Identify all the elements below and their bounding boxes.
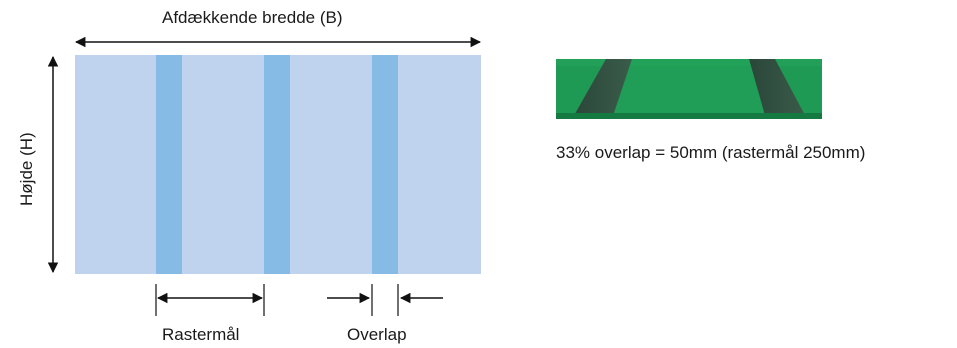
- roof-sheet-photo: [556, 59, 822, 119]
- overlap-strip: [156, 55, 182, 274]
- raster-label: Rastermål: [162, 325, 240, 344]
- photo-caption: 33% overlap = 50mm (rastermål 250mm): [556, 143, 866, 162]
- overlap-strip: [264, 55, 290, 274]
- overlap-label: Overlap: [347, 325, 407, 344]
- overlap-strip: [372, 55, 398, 274]
- height-label: Højde (H): [17, 132, 36, 206]
- width-label: Afdækkende bredde (B): [162, 8, 343, 27]
